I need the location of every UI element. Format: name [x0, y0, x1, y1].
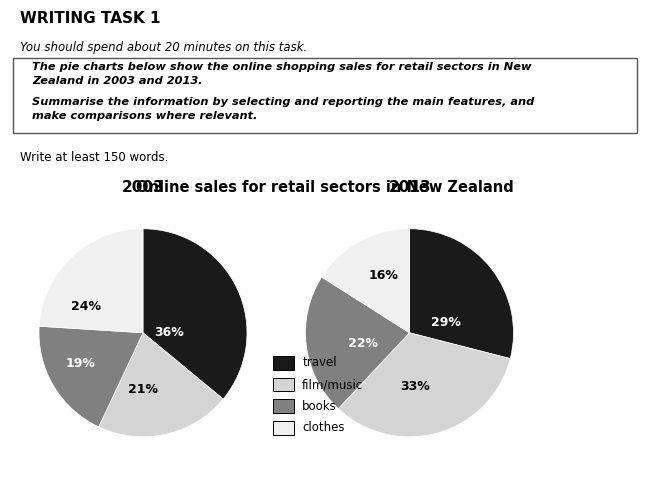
Text: 24%: 24%	[71, 300, 101, 313]
Text: The pie charts below show the online shopping sales for retail sectors in New
Ze: The pie charts below show the online sho…	[32, 62, 532, 86]
Text: You should spend about 20 minutes on this task.: You should spend about 20 minutes on thi…	[20, 41, 307, 54]
Text: 29%: 29%	[431, 316, 461, 329]
Text: 19%: 19%	[66, 357, 96, 370]
Text: film/music: film/music	[302, 378, 363, 391]
Text: Write at least 150 words.: Write at least 150 words.	[20, 151, 168, 164]
Text: 22%: 22%	[348, 337, 378, 350]
Text: 36%: 36%	[154, 326, 184, 339]
Wedge shape	[322, 229, 410, 333]
Text: Summarise the information by selecting and reporting the main features, and
make: Summarise the information by selecting a…	[32, 97, 535, 121]
Text: books: books	[302, 400, 337, 413]
FancyBboxPatch shape	[273, 356, 294, 370]
Wedge shape	[99, 333, 223, 437]
Wedge shape	[39, 229, 143, 333]
Wedge shape	[338, 333, 510, 437]
Wedge shape	[410, 229, 514, 358]
Text: 33%: 33%	[400, 381, 430, 393]
FancyBboxPatch shape	[273, 421, 294, 435]
Title: 2003: 2003	[122, 179, 164, 195]
FancyBboxPatch shape	[13, 58, 637, 133]
FancyBboxPatch shape	[273, 378, 294, 391]
FancyBboxPatch shape	[273, 399, 294, 413]
Wedge shape	[143, 229, 247, 399]
Text: travel: travel	[302, 356, 337, 369]
Text: Online sales for retail sectors in New Zealand: Online sales for retail sectors in New Z…	[136, 180, 514, 195]
Wedge shape	[39, 326, 143, 427]
Wedge shape	[306, 277, 410, 409]
Text: WRITING TASK 1: WRITING TASK 1	[20, 11, 160, 26]
Text: clothes: clothes	[302, 422, 344, 434]
Text: 16%: 16%	[369, 269, 398, 282]
Title: 2013: 2013	[388, 179, 431, 195]
Text: 21%: 21%	[128, 384, 158, 396]
